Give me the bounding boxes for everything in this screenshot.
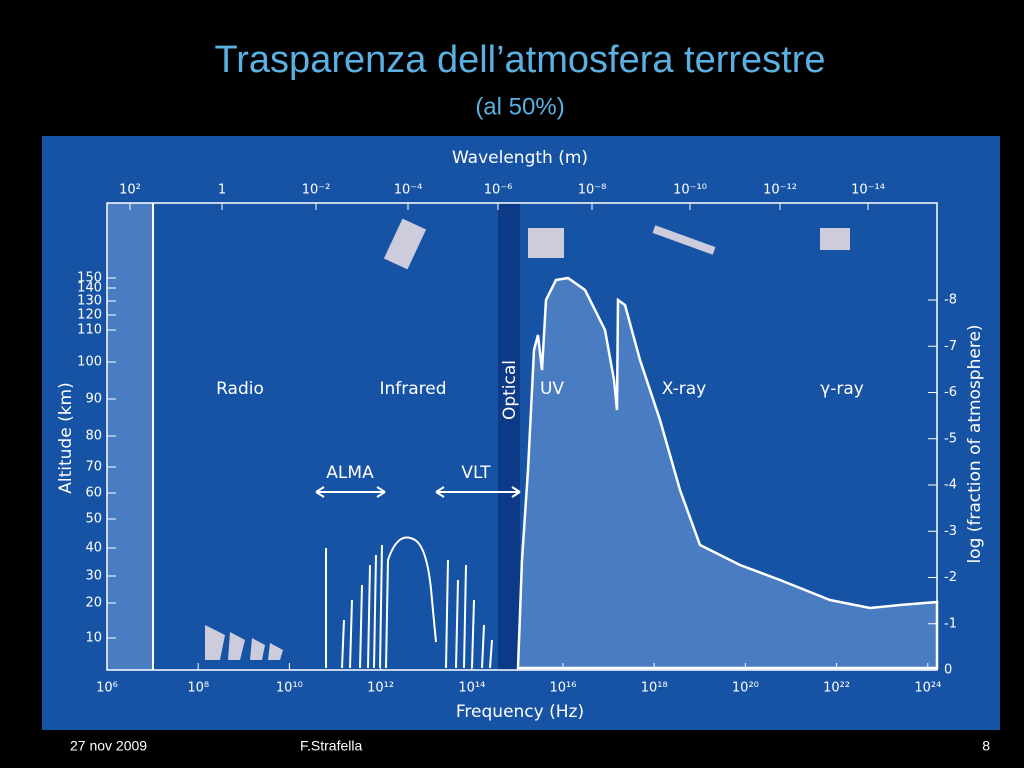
- bottom-tick-label: 10¹⁴: [458, 681, 485, 696]
- top-tick-label: 10⁻¹⁰: [673, 183, 707, 198]
- radio-ir-windows: [325, 536, 493, 669]
- region-label: X-ray: [662, 379, 706, 399]
- left-tick-label: 130: [77, 294, 102, 309]
- top-tick-label: 10²: [119, 183, 141, 198]
- footer-author: F.Strafella: [300, 738, 362, 754]
- region-label: γ-ray: [820, 379, 864, 399]
- top-tick-label: 10⁻⁸: [578, 183, 607, 198]
- left-tick-label: 100: [77, 355, 102, 370]
- top-tick-label: 1: [218, 183, 226, 198]
- slide-subtitle: (al 50%): [475, 93, 564, 120]
- bottom-tick-label: 10⁶: [96, 681, 118, 696]
- range-arrows: [315, 486, 521, 498]
- right-tick-label: 0: [944, 663, 952, 678]
- right-tick-label: -6: [944, 385, 957, 400]
- range-label: VLT: [461, 463, 491, 483]
- left-tick-label: 120: [77, 308, 102, 323]
- top-tick-label: 10⁻⁶: [484, 183, 513, 198]
- region-label: UV: [540, 379, 564, 399]
- left-tick-label: 10: [85, 631, 102, 646]
- right-tick-label: -5: [944, 431, 957, 446]
- bottom-axis-label: Frequency (Hz): [456, 702, 584, 722]
- left-tick-label: 60: [85, 486, 102, 501]
- figure: Wavelength (m) Frequency (Hz) Altitude (…: [42, 136, 1000, 730]
- top-tick-label: 10⁻¹²: [763, 183, 797, 198]
- left-tick-label: 90: [85, 392, 102, 407]
- range-label: ALMA: [326, 463, 374, 483]
- bottom-tick-label: 10¹⁶: [550, 681, 577, 696]
- right-tick-label: -1: [944, 616, 957, 631]
- bottom-tick-label: 10²²: [823, 681, 850, 696]
- top-tick-label: 10⁻²: [302, 183, 331, 198]
- left-tick-label: 80: [85, 429, 102, 444]
- telescope-icons: [205, 218, 850, 660]
- top-tick-label: 10⁻⁴: [394, 183, 423, 198]
- region-label: Radio: [216, 379, 264, 399]
- right-axis-label: log (fraction of atmosphere): [965, 324, 985, 563]
- left-tick-label: 110: [77, 323, 102, 338]
- region-label: Optical: [500, 360, 520, 420]
- right-tick-label: -4: [944, 478, 957, 493]
- left-tick-label: 40: [85, 541, 102, 556]
- bottom-tick-label: 10¹⁰: [276, 681, 303, 696]
- left-tick-label: 140: [77, 281, 102, 296]
- optical-band: [498, 203, 520, 670]
- right-tick-label: -7: [944, 339, 957, 354]
- left-tick-label: 70: [85, 460, 102, 475]
- right-tick-label: -3: [944, 524, 957, 539]
- region-label: Infrared: [379, 379, 446, 399]
- top-axis-label: Wavelength (m): [452, 148, 588, 168]
- right-tick-label: -2: [944, 570, 957, 585]
- left-tick-label: 30: [85, 569, 102, 584]
- right-tick-label: -8: [944, 293, 957, 308]
- bottom-tick-label: 10⁸: [187, 681, 209, 696]
- footer-date: 27 nov 2009: [70, 738, 147, 754]
- transparency-curve: [516, 276, 939, 670]
- bottom-tick-label: 10¹²: [367, 681, 394, 696]
- left-tick-label: 20: [85, 596, 102, 611]
- bottom-tick-label: 10²⁴: [914, 681, 941, 696]
- left-axis-label: Altitude (km): [56, 382, 76, 494]
- bottom-tick-label: 10¹⁸: [641, 681, 668, 696]
- left-tick-label: 50: [85, 512, 102, 527]
- slide-title: Trasparenza dell’atmosfera terrestre: [214, 39, 825, 81]
- bottom-tick-label: 10²⁰: [732, 681, 759, 696]
- top-tick-label: 10⁻¹⁴: [851, 183, 885, 198]
- footer-page: 8: [982, 738, 990, 754]
- left-tick-label: 150: [77, 271, 102, 286]
